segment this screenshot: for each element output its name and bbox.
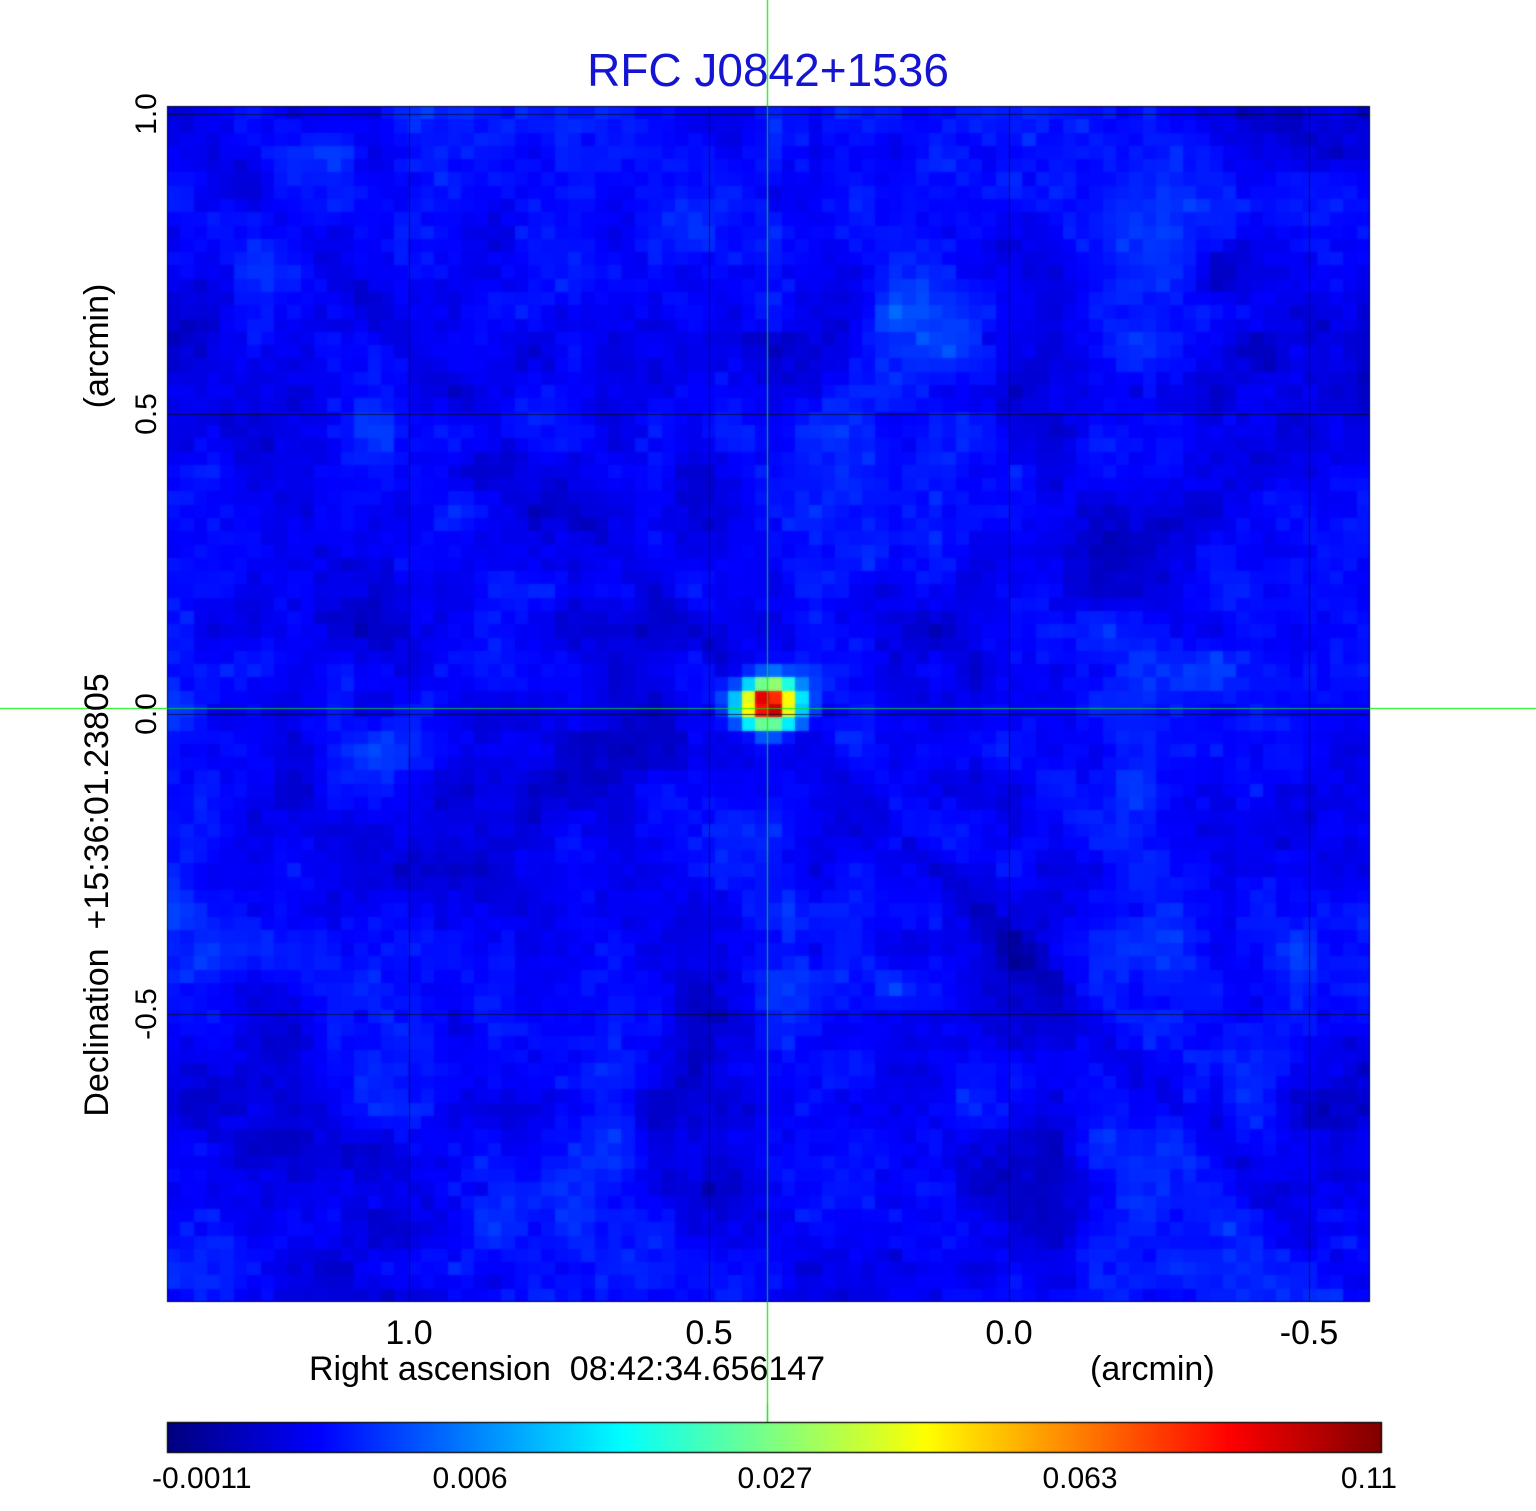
svg-text:-0.5: -0.5: [130, 988, 163, 1040]
svg-text:-0.0011: -0.0011: [152, 1462, 252, 1495]
svg-text:-0.5: -0.5: [1280, 1314, 1339, 1352]
svg-text:0.5: 0.5: [130, 393, 163, 435]
svg-text:Right ascension 08:42:34.6561: Right ascension 08:42:34.656147: [309, 1350, 825, 1388]
svg-text:0.11: 0.11: [1341, 1462, 1397, 1495]
svg-text:Declination +15:36:01.23805: Declination +15:36:01.23805: [78, 673, 116, 1116]
svg-text:0.5: 0.5: [685, 1314, 732, 1352]
svg-text:(arcmin): (arcmin): [1090, 1350, 1215, 1388]
svg-text:0.0: 0.0: [130, 693, 163, 735]
svg-text:1.0: 1.0: [130, 93, 163, 135]
svg-text:RFC J0842+1536: RFC J0842+1536: [587, 44, 949, 96]
svg-text:0.063: 0.063: [1042, 1462, 1117, 1495]
svg-text:(arcmin): (arcmin): [78, 284, 116, 409]
svg-text:1.0: 1.0: [385, 1314, 432, 1352]
svg-text:0.027: 0.027: [737, 1462, 812, 1495]
svg-text:0.0: 0.0: [985, 1314, 1032, 1352]
svg-text:0.006: 0.006: [432, 1462, 507, 1495]
